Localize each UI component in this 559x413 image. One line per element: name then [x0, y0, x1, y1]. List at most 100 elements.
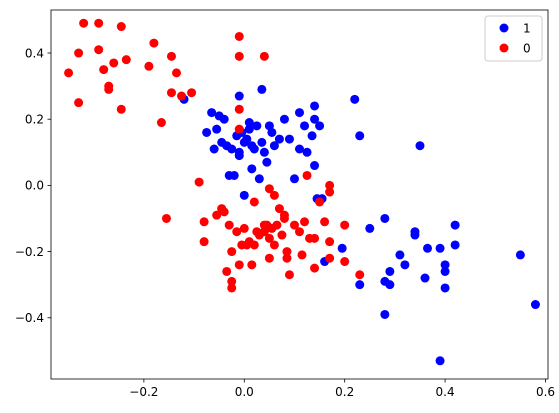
point-series-0-48	[259, 51, 269, 61]
x-tick-label: 0.4	[436, 385, 455, 399]
point-series-0-15	[156, 118, 166, 128]
point-series-0-44	[249, 240, 259, 250]
point-series-0-33	[232, 227, 242, 237]
point-series-1-45	[310, 161, 320, 171]
point-series-0-8	[104, 84, 114, 94]
point-series-0-52	[264, 184, 274, 194]
point-series-0-73	[310, 263, 320, 273]
point-series-0-72	[310, 233, 320, 243]
point-series-0-77	[325, 187, 335, 197]
point-series-1-74	[515, 250, 525, 260]
point-series-1-34	[274, 134, 284, 144]
point-series-0-32	[227, 283, 237, 293]
point-series-0-60	[277, 230, 287, 240]
point-series-0-31	[227, 276, 237, 286]
y-tick-label: 0.2	[25, 113, 44, 127]
legend-marker-series-0	[499, 43, 509, 53]
point-series-1-10	[227, 144, 237, 154]
plot-frame	[50, 9, 549, 380]
point-series-1-41	[302, 147, 312, 157]
y-axis: −0.4 −0.2 0.0 0.2 0.4	[15, 46, 51, 325]
point-series-0-59	[274, 204, 284, 214]
point-series-0-24	[199, 237, 209, 247]
point-series-0-25	[212, 210, 222, 220]
point-series-0-43	[247, 260, 257, 270]
point-series-0-69	[300, 217, 310, 227]
x-tick-label: −0.2	[129, 385, 158, 399]
point-series-1-71	[440, 283, 450, 293]
point-series-1-23	[247, 164, 257, 174]
point-series-1-60	[395, 250, 405, 260]
point-series-1-40	[300, 121, 310, 131]
point-series-0-79	[325, 253, 335, 263]
point-series-1-26	[254, 174, 264, 184]
point-series-0-17	[166, 51, 176, 61]
point-series-0-65	[284, 270, 294, 280]
point-series-1-58	[385, 280, 395, 290]
point-series-0-45	[249, 197, 259, 207]
point-series-1-50	[337, 243, 347, 253]
point-series-0-10	[116, 22, 126, 32]
point-series-1-11	[229, 170, 239, 180]
point-series-0-6	[99, 65, 109, 75]
y-tick-label: 0.4	[25, 46, 44, 60]
point-series-0-1	[74, 48, 84, 58]
plot-area	[51, 10, 548, 379]
point-series-1-35	[279, 114, 289, 124]
point-series-1-63	[410, 230, 420, 240]
point-series-0-57	[269, 240, 279, 250]
point-series-1-52	[355, 131, 365, 141]
point-series-0-35	[234, 51, 244, 61]
point-series-0-56	[269, 190, 279, 200]
point-series-1-69	[440, 260, 450, 270]
point-series-1-3	[209, 144, 219, 154]
x-tick-label: 0.2	[335, 385, 354, 399]
point-series-0-9	[109, 58, 119, 68]
point-series-1-57	[380, 309, 390, 319]
point-series-1-51	[350, 94, 360, 104]
point-series-0-74	[315, 197, 325, 207]
x-tick-label: 0.6	[536, 385, 555, 399]
point-series-1-59	[385, 266, 395, 276]
point-series-0-38	[234, 260, 244, 270]
point-series-0-70	[302, 170, 312, 180]
point-series-0-82	[355, 270, 365, 280]
point-series-0-11	[116, 104, 126, 114]
point-series-1-18	[239, 190, 249, 200]
point-series-1-39	[295, 144, 304, 154]
y-tick-label: −0.2	[15, 245, 44, 259]
point-series-0-21	[187, 88, 197, 98]
point-series-1-24	[249, 144, 259, 154]
point-series-0-40	[239, 223, 249, 233]
point-series-1-7	[219, 114, 229, 124]
points-layer	[64, 18, 540, 366]
point-series-0-76	[325, 180, 335, 190]
point-series-1-68	[435, 356, 445, 366]
point-series-0-19	[172, 68, 182, 78]
y-tick-label: 0.0	[25, 179, 44, 193]
point-series-0-23	[199, 217, 209, 227]
point-series-0-67	[295, 227, 304, 237]
point-series-1-21	[244, 124, 254, 134]
point-series-1-73	[450, 240, 460, 250]
point-series-1-32	[267, 127, 277, 137]
point-series-1-61	[400, 260, 410, 270]
point-series-1-29	[259, 147, 269, 157]
point-series-1-27	[257, 84, 267, 94]
legend-label-series-1: 1	[523, 22, 531, 36]
point-series-1-33	[269, 141, 279, 151]
point-series-1-20	[244, 118, 254, 128]
point-series-1-47	[315, 121, 325, 131]
point-series-0-30	[227, 247, 237, 257]
point-series-0-12	[121, 55, 131, 65]
point-series-0-5	[94, 45, 104, 55]
x-tick-label: 0.0	[235, 385, 254, 399]
point-series-1-38	[295, 108, 304, 118]
point-series-1-1	[202, 127, 212, 137]
point-series-1-43	[310, 101, 320, 111]
point-series-0-54	[264, 253, 274, 263]
point-series-1-36	[284, 134, 294, 144]
point-series-1-30	[262, 157, 272, 167]
